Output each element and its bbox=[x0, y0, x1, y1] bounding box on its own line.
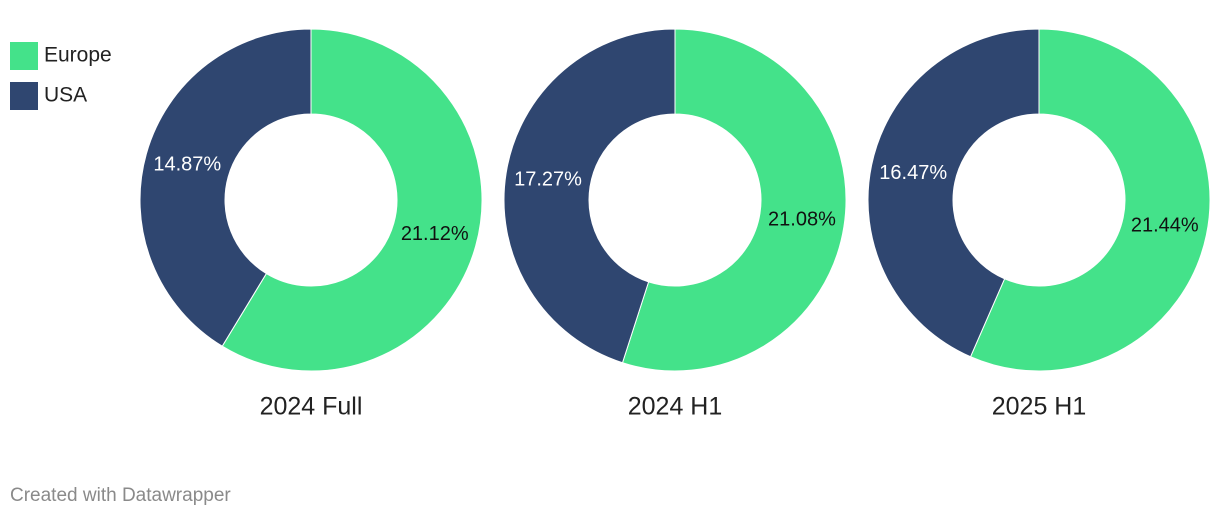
legend-swatch bbox=[10, 82, 38, 110]
legend-label: Europe bbox=[44, 44, 112, 67]
donut-segment bbox=[969, 28, 1211, 372]
donut-title: 2025 H1 bbox=[992, 393, 1087, 421]
donut-segment bbox=[867, 28, 1040, 358]
data-label: 14.87% bbox=[153, 154, 221, 176]
donut-segment bbox=[621, 28, 847, 372]
donut-segment bbox=[221, 28, 483, 372]
data-label: 21.08% bbox=[768, 208, 836, 230]
footer: Created with Datawrapper bbox=[10, 485, 231, 506]
data-label: 21.44% bbox=[1131, 215, 1199, 237]
legend-label: USA bbox=[44, 84, 87, 107]
donut-segment bbox=[139, 28, 312, 347]
data-label: 21.12% bbox=[401, 223, 469, 245]
data-label: 16.47% bbox=[879, 162, 947, 184]
legend-swatch bbox=[10, 42, 38, 70]
donut-title: 2024 Full bbox=[260, 393, 363, 421]
donut-segment bbox=[503, 28, 676, 364]
donut-title: 2024 H1 bbox=[628, 393, 723, 421]
data-label: 17.27% bbox=[514, 168, 582, 190]
